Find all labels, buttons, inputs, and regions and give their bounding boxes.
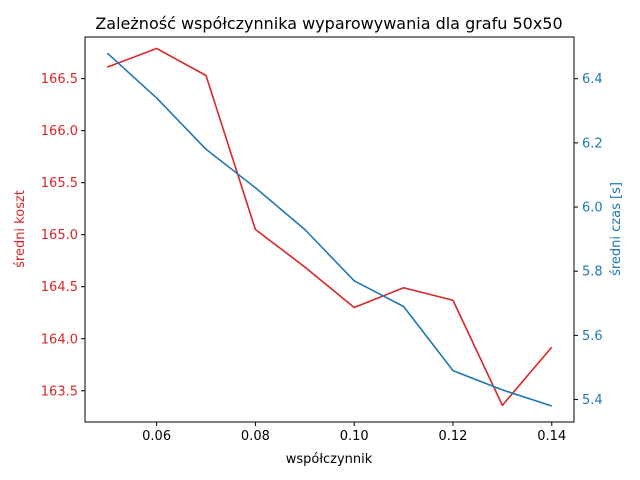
left-y-tick-label: 166.0 <box>41 124 78 139</box>
right-y-tick-label: 5.4 <box>582 393 603 408</box>
left-y-tick-label: 164.0 <box>41 332 78 347</box>
right-y-tick-label: 6.0 <box>582 201 603 216</box>
right-y-axis: 5.4 5.6 5.8 6.0 6.2 6.4 <box>574 72 603 408</box>
x-tick-label: 0.12 <box>439 429 468 444</box>
x-tick-label: 0.06 <box>142 429 171 444</box>
left-y-tick-label: 166.5 <box>41 72 78 87</box>
right-y-tick-label: 6.2 <box>582 136 603 151</box>
left-y-tick-label: 164.5 <box>41 280 78 295</box>
right-y-tick-label: 5.8 <box>582 265 603 280</box>
x-axis: 0.06 0.08 0.10 0.12 0.14 <box>142 422 566 444</box>
x-tick-label: 0.10 <box>340 429 369 444</box>
time-series-line <box>106 52 553 407</box>
plot-area <box>84 36 575 423</box>
x-axis-label: współczynnik <box>286 452 373 467</box>
left-y-axis: 163.5 164.0 164.5 165.0 165.5 166.0 166.5 <box>41 72 85 399</box>
left-y-tick-label: 165.5 <box>41 176 78 191</box>
series-group <box>106 47 553 407</box>
right-y-tick-label: 5.6 <box>582 329 603 344</box>
left-y-axis-label: średni koszt <box>13 190 28 268</box>
right-y-axis-label: średni czas [s] <box>609 182 624 276</box>
plot-frame <box>84 36 575 423</box>
left-y-tick-label: 165.0 <box>41 228 78 243</box>
x-tick-label: 0.14 <box>537 429 566 444</box>
chart-title: Zależność współczynnika wyparowywania dl… <box>95 14 562 33</box>
cost-series-line <box>106 47 553 407</box>
right-y-tick-label: 6.4 <box>582 72 603 87</box>
x-tick-label: 0.08 <box>241 429 270 444</box>
left-y-tick-label: 163.5 <box>41 384 78 399</box>
